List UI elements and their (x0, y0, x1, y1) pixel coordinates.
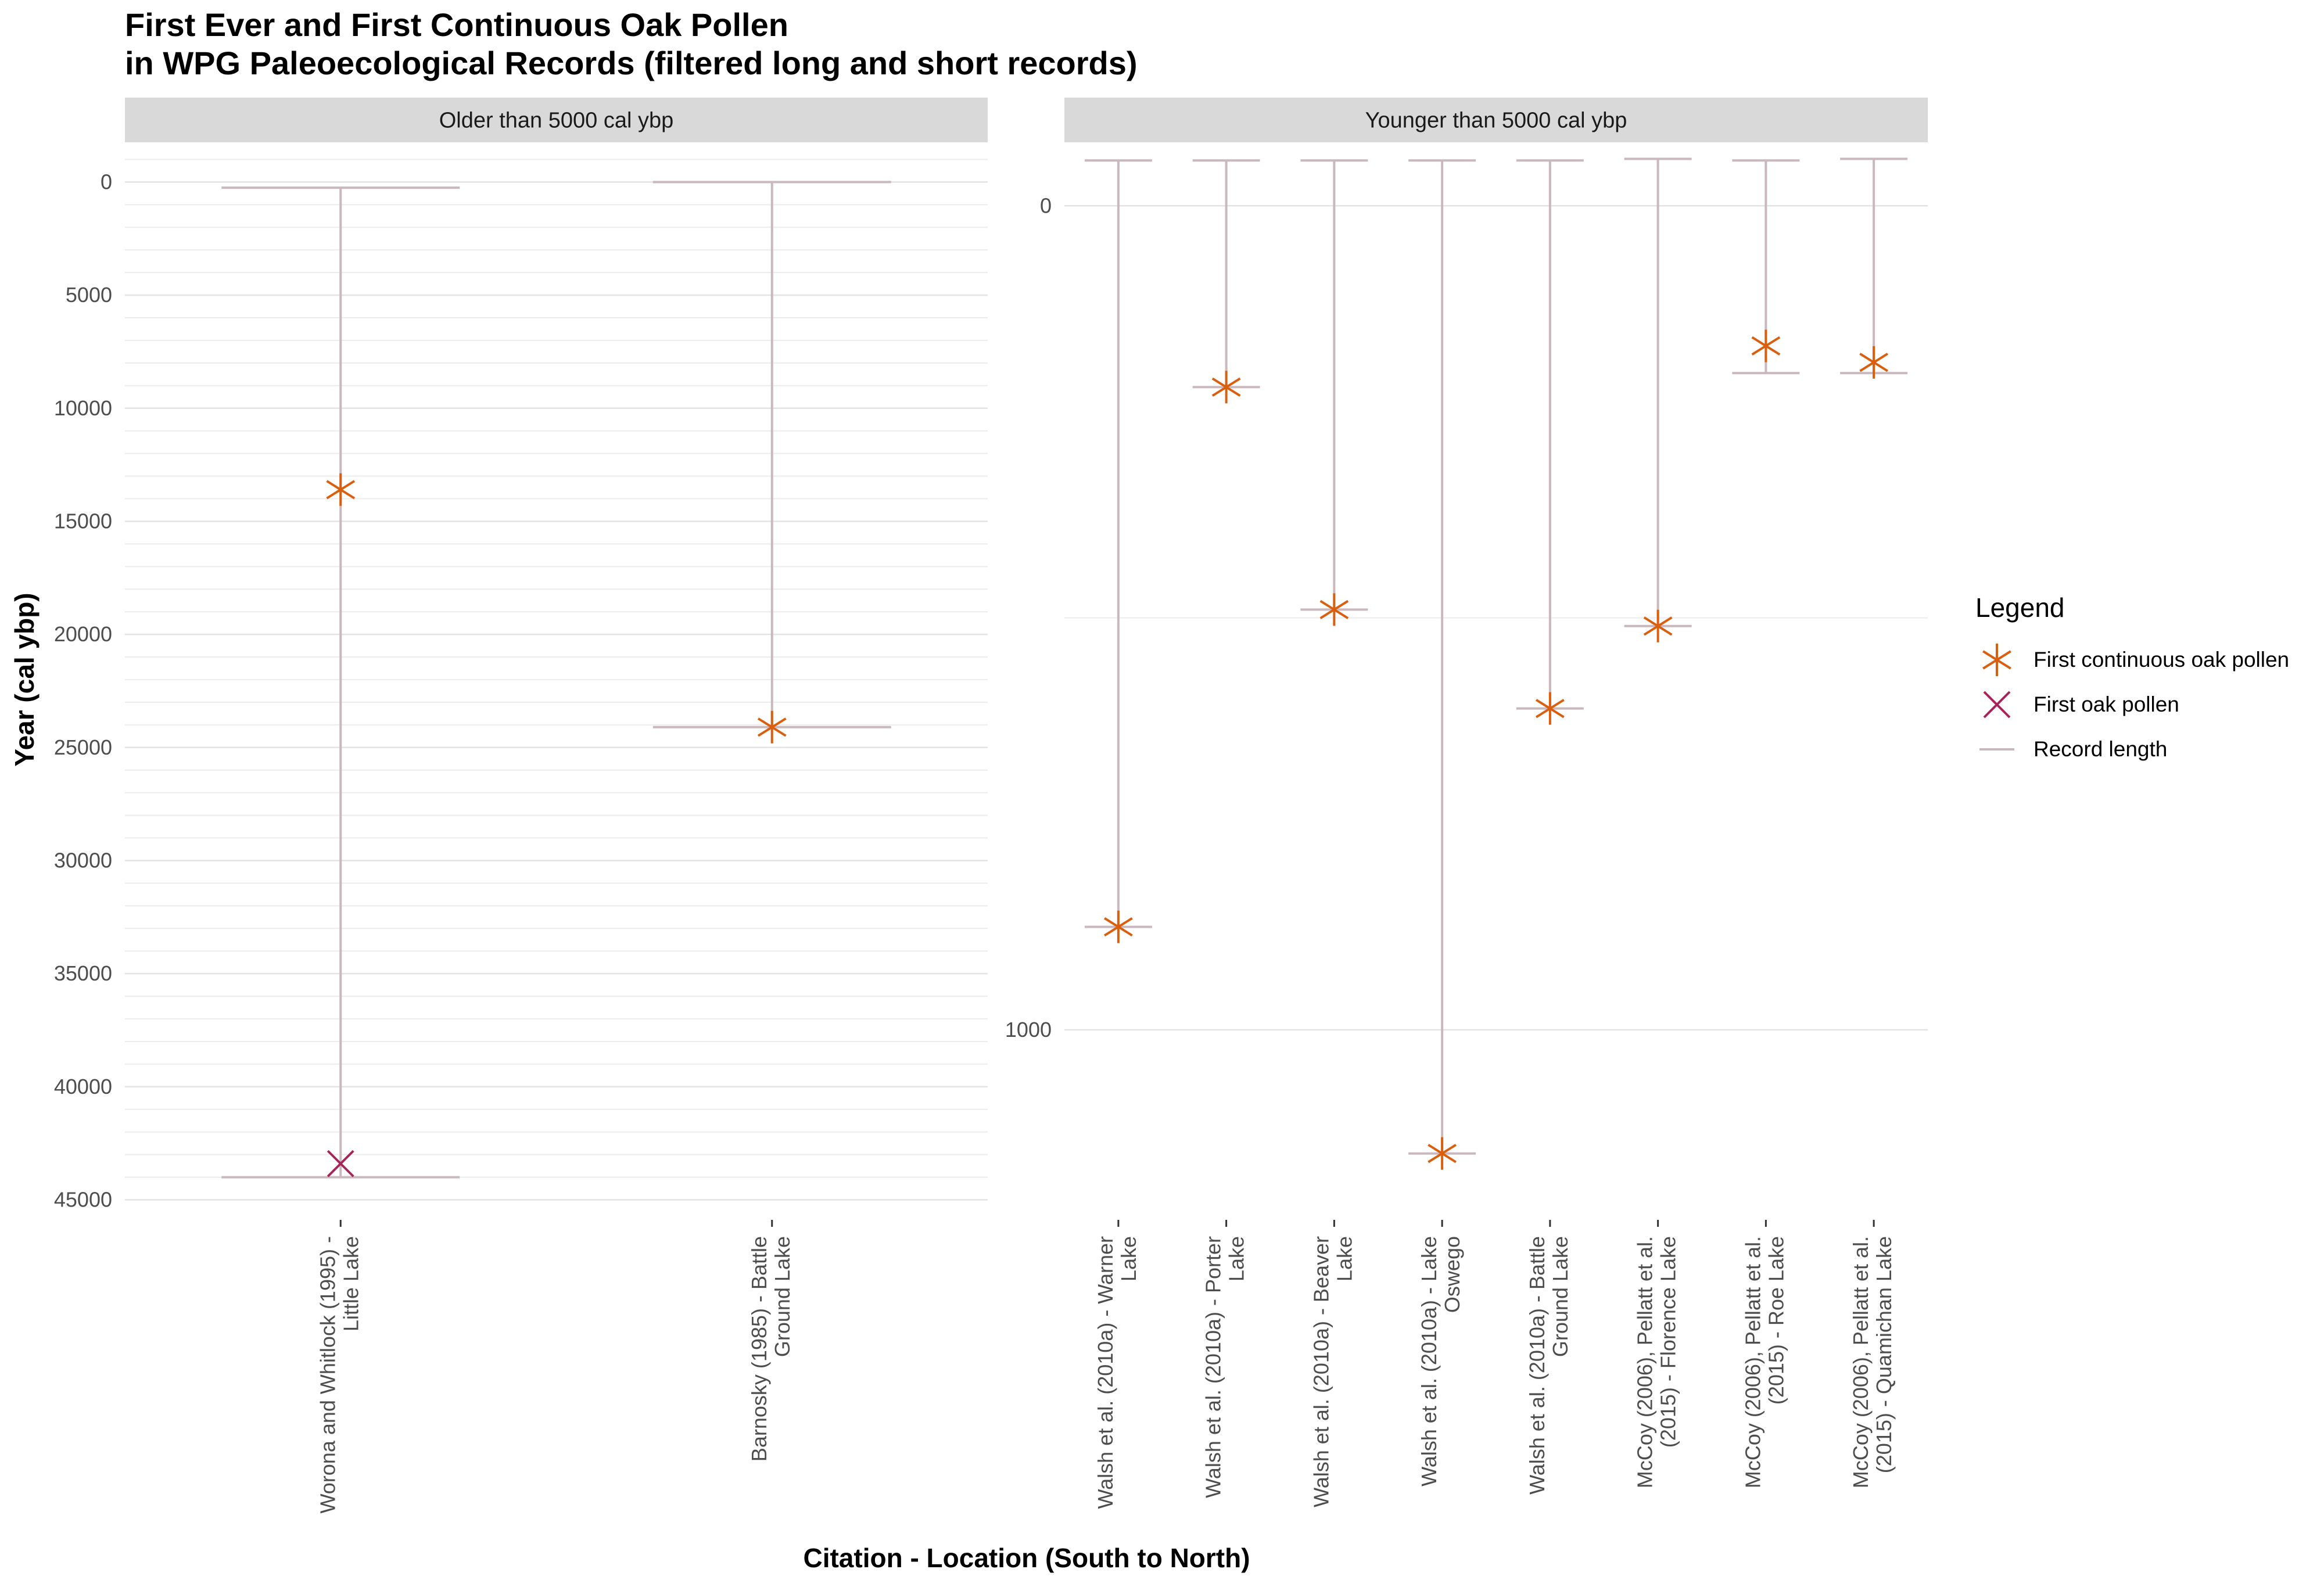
legend-key-continuous-stroke (1982, 650, 2011, 670)
first-oak-marker-stroke (327, 1150, 354, 1177)
first-continuous-marker (1428, 1137, 1457, 1170)
chart-title-line-1: First Ever and First Continuous Oak Poll… (125, 6, 788, 43)
x-tick-label: McCoy (2006), Pellatt et al.(2015) - Flo… (1633, 1236, 1680, 1488)
record-8: McCoy (2006), Pellatt et al.(2015) - Qua… (1840, 157, 1908, 1488)
first-continuous-marker-stroke (1319, 599, 1349, 619)
legend-key-first-stroke (1983, 691, 2011, 719)
first-continuous-marker-stroke (1643, 616, 1673, 636)
x-tick-label-line: Walsh et al. (2010a) - Warner (1093, 1236, 1117, 1509)
x-tick-label: Walsh et al. (2010a) - BeaverLake (1309, 1236, 1356, 1507)
y-tick-label: 10000 (54, 396, 112, 420)
x-tick-label: Walsh et al. (2010a) - BattleGround Lake (1525, 1236, 1572, 1495)
y-axis-title: Year (cal ybp) (9, 592, 40, 766)
legend: Legend First continuous oak pollen First… (1975, 592, 2289, 761)
y-tick-label: 35000 (54, 961, 112, 985)
x-tick-label: Walsh et al. (2010a) - LakeOswego (1417, 1236, 1464, 1486)
first-continuous-marker (757, 710, 787, 744)
first-continuous-marker (1211, 371, 1241, 404)
x-tick-label-line: Walsh et al. (2010a) - Battle (1525, 1236, 1549, 1495)
y-tick-label: 0 (1040, 193, 1052, 217)
record-4: Walsh et al. (2010a) - LakeOswego (1408, 159, 1476, 1486)
facet-panel-1: Older than 5000 cal ybp 0 5000 10000 15000 20… (54, 98, 988, 1514)
record-1: Worona and Whitlock (1995) -Little Lake (221, 186, 460, 1514)
legend-label-record: Record length (2033, 737, 2167, 761)
x-tick-label-line: (2015) - Quamichan Lake (1872, 1236, 1896, 1473)
x-tick-label-line: (2015) - Florence Lake (1656, 1236, 1680, 1448)
y-tick-label: 25000 (54, 735, 112, 759)
x-tick-label-line: Lake (1332, 1236, 1356, 1281)
first-continuous-marker (1104, 910, 1133, 943)
x-tick-label: Barnosky (1985) - BattleGround Lake (747, 1236, 794, 1462)
facet-strip (1064, 98, 1928, 142)
facet-panels: Older than 5000 cal ybp05000100001500020… (54, 98, 1928, 1514)
record-6: McCoy (2006), Pellatt et al.(2015) - Flo… (1624, 157, 1692, 1488)
first-continuous-marker-stroke (1104, 917, 1133, 937)
x-tick-label-line: McCoy (2006), Pellatt et al. (1849, 1236, 1873, 1488)
x-tick-label-line: McCoy (2006), Pellatt et al. (1741, 1236, 1764, 1488)
first-continuous-marker (1643, 609, 1673, 642)
first-continuous-marker (1859, 346, 1888, 379)
x-tick-label: Worona and Whitlock (1995) -Little Lake (315, 1236, 363, 1514)
x-tick-label-line: Walsh et al. (2010a) - Lake (1417, 1236, 1441, 1486)
x-tick-label: McCoy (2006), Pellatt et al.(2015) - Qua… (1849, 1236, 1896, 1488)
facet-strip-label: Older than 5000 cal ybp (439, 109, 674, 133)
legend-title: Legend (1975, 592, 2065, 623)
first-continuous-marker-stroke (1536, 699, 1565, 719)
first-oak-marker (327, 1150, 354, 1177)
x-tick-label-line: McCoy (2006), Pellatt et al. (1633, 1236, 1657, 1488)
x-tick-label: McCoy (2006), Pellatt et al.(2015) - Roe… (1741, 1236, 1788, 1488)
record-3: Walsh et al. (2010a) - BeaverLake (1300, 159, 1368, 1507)
y-tick-label: 15000 (54, 509, 112, 533)
facet-panel-2: Younger than 5000 cal ybp 0 1000 Walsh et a… (1005, 98, 1928, 1509)
record-1: Walsh et al. (2010a) - WarnerLake (1084, 159, 1152, 1509)
chart-title-line-2: in WPG Paleoecological Records (filtered… (125, 45, 1138, 81)
record-2: Barnosky (1985) - BattleGround Lake (652, 181, 891, 1462)
y-tick-label: 40000 (54, 1075, 112, 1098)
legend-key-first (1983, 691, 2011, 719)
legend-keys (1979, 644, 2014, 751)
y-tick-label: 30000 (54, 848, 112, 872)
x-tick-label-line: Ground Lake (1548, 1236, 1572, 1357)
first-continuous-marker (326, 473, 356, 506)
y-tick-label: 20000 (54, 622, 112, 646)
x-tick-label-line: Ground Lake (770, 1236, 794, 1357)
legend-label-first: First oak pollen (2033, 692, 2179, 716)
record-7: McCoy (2006), Pellatt et al.(2015) - Roe… (1732, 159, 1800, 1488)
first-continuous-marker-stroke (1859, 353, 1888, 372)
x-tick-label-line: Lake (1117, 1236, 1141, 1281)
record-5: Walsh et al. (2010a) - BattleGround Lake (1516, 159, 1584, 1495)
x-tick-label-line: Lake (1225, 1236, 1249, 1281)
x-tick-label: Walsh et al. (2010a) - WarnerLake (1093, 1236, 1141, 1509)
legend-label-continuous: First continuous oak pollen (2033, 648, 2289, 672)
first-continuous-marker-stroke (1428, 1144, 1457, 1164)
x-tick-label-line: Oswego (1440, 1236, 1464, 1313)
legend-key-continuous (1982, 644, 2011, 676)
first-continuous-marker (1319, 593, 1349, 626)
first-continuous-marker-stroke (326, 480, 356, 500)
x-tick-label-line: Little Lake (339, 1236, 363, 1331)
x-tick-label-line: Barnosky (1985) - Battle (747, 1236, 771, 1462)
y-tick-label: 0 (101, 170, 112, 193)
first-continuous-marker (1536, 692, 1565, 725)
x-tick-label: Walsh et al. (2010a) - PorterLake (1202, 1236, 1249, 1498)
y-tick-label: 45000 (54, 1188, 112, 1212)
x-tick-label-line: Walsh et al. (2010a) - Porter (1202, 1236, 1225, 1498)
x-tick-label-line: Worona and Whitlock (1995) - (315, 1236, 339, 1514)
facet-strip-label: Younger than 5000 cal ybp (1365, 109, 1627, 133)
y-tick-label: 5000 (66, 283, 112, 307)
first-continuous-marker-stroke (757, 717, 787, 737)
y-tick-label: 1000 (1005, 1018, 1052, 1042)
record-2: Walsh et al. (2010a) - PorterLake (1192, 159, 1260, 1498)
first-continuous-marker-stroke (1211, 377, 1241, 397)
first-continuous-marker-stroke (1751, 336, 1781, 356)
x-tick-label-line: Walsh et al. (2010a) - Beaver (1309, 1236, 1333, 1507)
first-continuous-marker (1751, 329, 1781, 362)
x-tick-label-line: (2015) - Roe Lake (1764, 1236, 1788, 1405)
x-axis-title: Citation - Location (South to North) (803, 1543, 1250, 1573)
facet-strip (125, 98, 988, 142)
